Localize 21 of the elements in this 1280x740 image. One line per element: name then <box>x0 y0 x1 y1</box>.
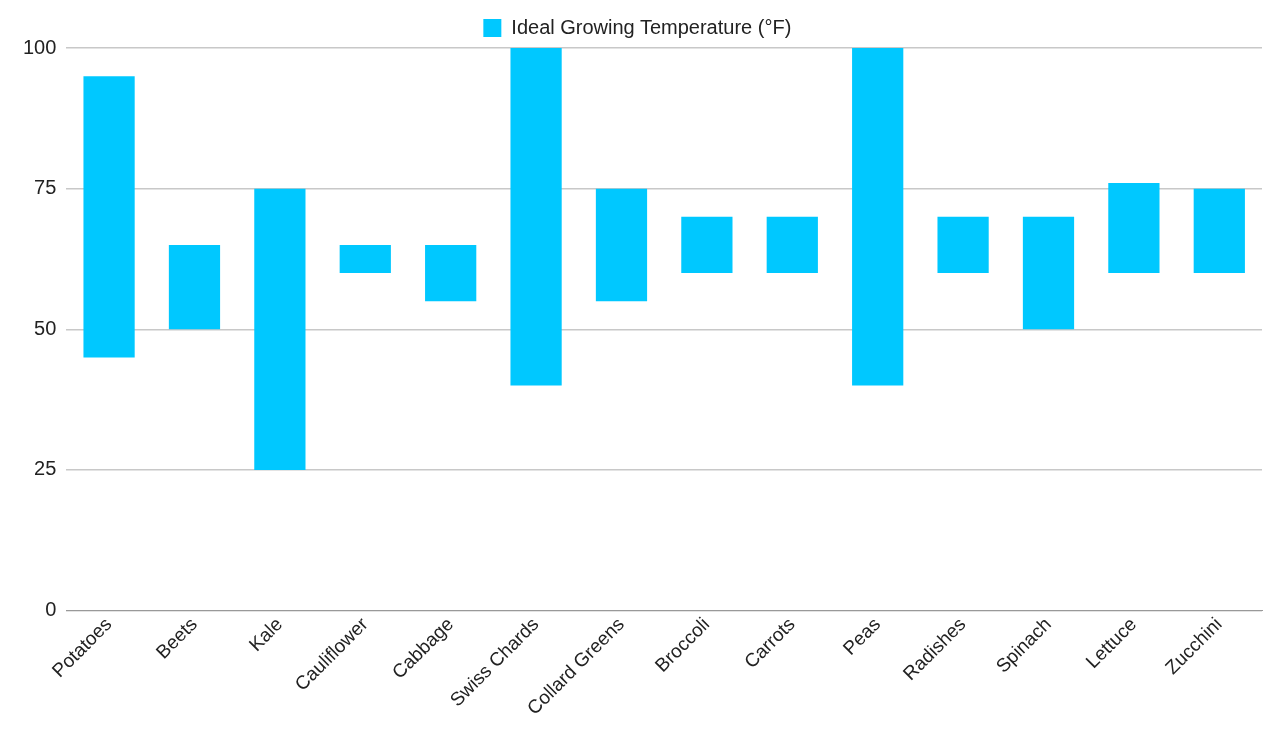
bar <box>168 244 221 330</box>
bar <box>937 216 989 274</box>
y-tick-label: 75 <box>34 176 57 199</box>
bar <box>766 216 818 274</box>
bar <box>339 244 391 274</box>
bar <box>1022 216 1075 330</box>
y-tick-label: 100 <box>22 35 57 58</box>
bar <box>83 76 135 358</box>
bar <box>595 188 648 302</box>
y-tick-label: 0 <box>45 598 57 621</box>
y-tick-label: 50 <box>34 316 57 339</box>
bar <box>254 188 306 470</box>
bar <box>1108 183 1160 274</box>
x-tick-label: Kale <box>244 613 287 656</box>
bar <box>425 244 477 302</box>
bar <box>1193 188 1245 274</box>
legend-label: Ideal Growing Temperature (°F) <box>511 15 792 38</box>
bar <box>852 48 904 386</box>
y-tick-label: 25 <box>34 457 57 480</box>
bar <box>681 216 733 274</box>
bar <box>510 48 562 386</box>
